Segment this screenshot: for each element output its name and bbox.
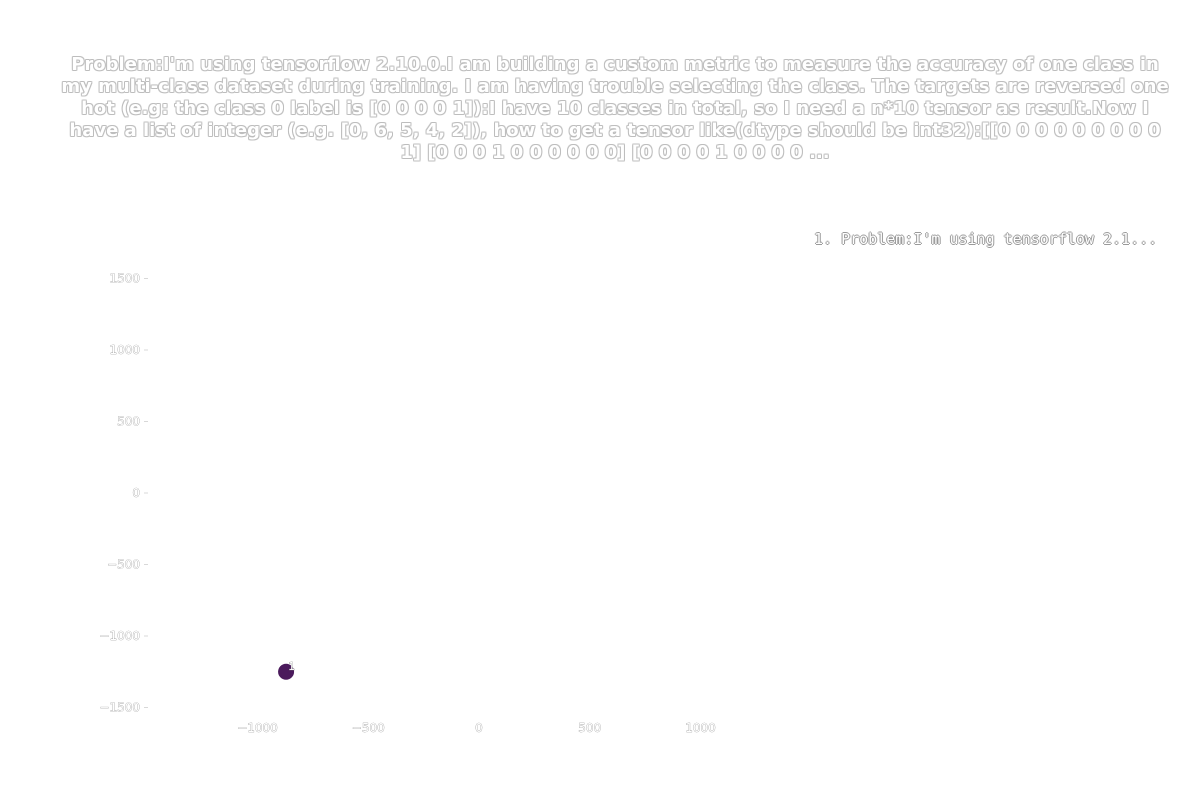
data-points: 1 <box>278 659 295 680</box>
y-axis-ticks: 1500 1000 500 0 −500 −1000 −1500 <box>99 271 148 715</box>
chart-title: Problem:I'm using tensorflow 2.10.0.I am… <box>61 54 1169 163</box>
x-tick-label: 500 <box>578 721 601 735</box>
x-tick-label: 0 <box>475 721 483 735</box>
x-tick-label: 1000 <box>685 721 716 735</box>
y-tick-label: 1500 <box>109 272 140 286</box>
x-axis-ticks: −1000 −500 0 500 1000 <box>237 721 716 736</box>
data-point-label: 1 <box>288 660 295 673</box>
y-tick-label: −1500 <box>99 701 140 715</box>
data-point <box>278 663 295 680</box>
legend-entry: 1. Problem:I'm using tensorflow 2.1... <box>814 230 1158 248</box>
y-tick-label: −500 <box>107 558 140 572</box>
y-tick-label: 0 <box>132 486 140 500</box>
x-tick-label: −1000 <box>237 721 278 735</box>
x-tick-label: −500 <box>352 721 385 735</box>
y-tick-label: 1000 <box>109 343 140 357</box>
y-tick-label: 500 <box>117 415 140 429</box>
y-tick-label: −1000 <box>99 629 140 643</box>
